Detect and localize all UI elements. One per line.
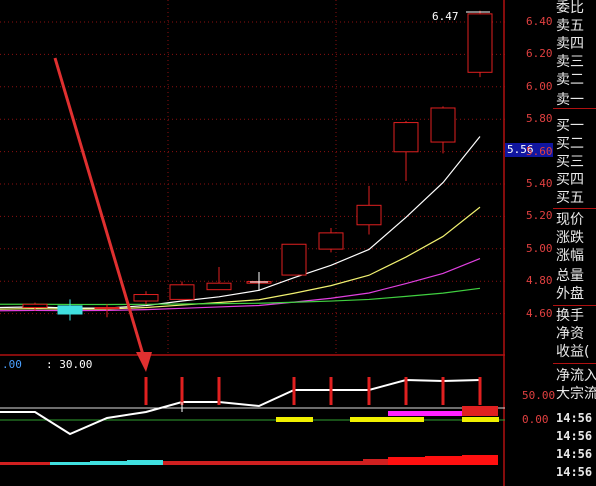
volume-bar xyxy=(163,461,363,465)
trade-time: 14:56 xyxy=(556,429,593,443)
trade-time: 14:56 xyxy=(556,447,593,461)
annotation-arrow xyxy=(53,57,146,359)
volume-bar xyxy=(363,459,388,465)
high-price-label: 6.47 xyxy=(432,10,459,23)
quote-label: 买四 xyxy=(556,172,584,188)
price-tick-label: 5.40 xyxy=(526,177,553,190)
candle-body xyxy=(430,107,456,143)
price-tick-label: 6.40 xyxy=(526,15,553,28)
price-tick-label: 5.60 xyxy=(526,144,553,158)
quote-label: 买二 xyxy=(556,136,584,152)
trade-time: 14:56 xyxy=(556,465,593,479)
current-price-tag: 5.56 xyxy=(505,143,553,157)
price-tick-label: 5.80 xyxy=(526,112,553,126)
quote-label: 卖四 xyxy=(556,36,584,52)
quote-label: 净资 xyxy=(556,326,584,342)
indicator-param: : 30.00 xyxy=(46,358,93,371)
panel-divider xyxy=(553,305,596,306)
price-tick-label: 4.60 xyxy=(526,306,553,320)
volume-bar xyxy=(388,457,425,465)
indicator-pane xyxy=(0,377,505,436)
price-tick-label: 5.00 xyxy=(526,241,553,255)
panel-divider xyxy=(553,363,596,364)
volume-bar xyxy=(462,455,498,465)
price-tick-label: 6.20 xyxy=(526,47,553,61)
indicator-flag xyxy=(276,417,313,422)
quote-label: 卖三 xyxy=(556,54,584,70)
volume-bar xyxy=(90,461,128,465)
volume-bar xyxy=(127,460,163,465)
quote-label: 委比 xyxy=(556,0,584,16)
quote-label: 买三 xyxy=(556,154,584,170)
quote-label: 买一 xyxy=(556,118,584,134)
candle-body xyxy=(133,294,159,302)
crosshair-icon xyxy=(250,272,268,291)
panel-divider xyxy=(553,108,596,109)
indicator-line xyxy=(0,378,481,436)
indicator-flag xyxy=(350,417,387,422)
moving-averages xyxy=(0,136,481,312)
candle-body xyxy=(94,307,120,310)
quote-label: 大宗流 xyxy=(556,386,596,402)
quote-label: 换手 xyxy=(556,308,584,324)
volume-bars xyxy=(0,455,498,465)
price-tick-label: 5.20 xyxy=(526,209,553,223)
quote-label: 卖五 xyxy=(556,18,584,34)
indicator-flag xyxy=(462,406,498,416)
quote-label: 外盘 xyxy=(556,286,584,302)
quote-label: 现价 xyxy=(556,212,584,228)
candle-body xyxy=(281,243,307,276)
quote-label: 买五 xyxy=(556,190,584,206)
candle-body xyxy=(393,122,419,153)
annotation-arrow-head xyxy=(136,352,152,372)
candle-body xyxy=(57,305,83,315)
volume-bar xyxy=(0,462,50,465)
quote-label: 总量 xyxy=(556,268,584,284)
indicator-flag xyxy=(462,417,499,422)
indicator-tick-label: 0.00 xyxy=(522,413,549,426)
quote-label: 卖二 xyxy=(556,72,584,88)
kline-chart[interactable] xyxy=(0,0,505,486)
volume-bar xyxy=(425,456,462,465)
panel-divider xyxy=(553,208,596,209)
candle-body xyxy=(318,232,344,250)
indicator-flag xyxy=(388,411,498,416)
indicator-tick-label: 50.00 xyxy=(522,389,556,402)
quote-label: 涨幅 xyxy=(556,248,584,264)
quote-label: 收益( xyxy=(556,344,590,360)
candlesticks xyxy=(22,10,493,321)
quote-label: 净流入 xyxy=(556,368,596,384)
quote-label: 卖一 xyxy=(556,92,584,108)
volume-bar xyxy=(50,462,90,465)
ma-line-60 xyxy=(0,287,481,306)
candle-body xyxy=(22,303,48,309)
candle-body xyxy=(356,204,382,226)
quote-panel xyxy=(553,0,596,486)
quote-label: 涨跌 xyxy=(556,230,584,246)
candle-body xyxy=(467,13,493,73)
trade-time: 14:56 xyxy=(556,411,593,425)
indicator-flag xyxy=(387,417,424,422)
candle-body xyxy=(206,282,232,291)
price-tick-label: 6.00 xyxy=(526,79,553,93)
indicator-left-value: .00 xyxy=(2,358,22,371)
price-tick-label: 4.80 xyxy=(526,274,553,288)
candle-body xyxy=(169,284,195,300)
